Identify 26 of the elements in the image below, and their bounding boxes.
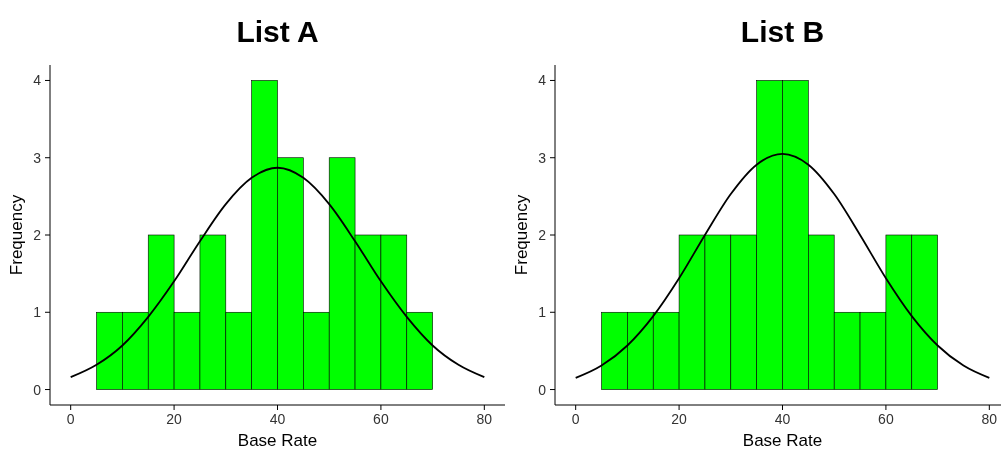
x-tick-label: 60 — [878, 411, 894, 427]
x-tick-label: 60 — [373, 411, 389, 427]
y-tick-label: 0 — [33, 381, 42, 398]
x-tick-label: 0 — [66, 411, 75, 427]
x-axis-title: Base Rate — [742, 431, 823, 450]
x-tick-label: 80 — [981, 411, 998, 427]
y-tick-label: 2 — [538, 227, 547, 243]
y-tick-label: 2 — [33, 227, 42, 243]
x-axis-title: Base Rate — [237, 431, 318, 450]
chart-title: List A — [236, 15, 319, 48]
x-tick-label: 20 — [671, 411, 688, 427]
y-tick-label: 3 — [33, 149, 42, 166]
y-tick-label: 1 — [33, 304, 42, 321]
y-axis-title: Frequency — [512, 194, 531, 276]
x-tick-label: 80 — [476, 411, 493, 427]
x-tick-label: 40 — [774, 411, 791, 427]
x-tick-label: 40 — [269, 411, 286, 427]
y-tick-label: 3 — [538, 149, 547, 166]
chart-title: List B — [740, 15, 825, 48]
y-axis-title: Frequency — [7, 194, 26, 276]
y-tick-label: 4 — [33, 72, 42, 89]
y-tick-label: 1 — [538, 304, 547, 321]
x-tick-label: 0 — [571, 411, 580, 427]
y-tick-label: 0 — [538, 381, 547, 398]
y-tick-label: 4 — [538, 72, 547, 89]
x-tick-label: 20 — [166, 411, 183, 427]
